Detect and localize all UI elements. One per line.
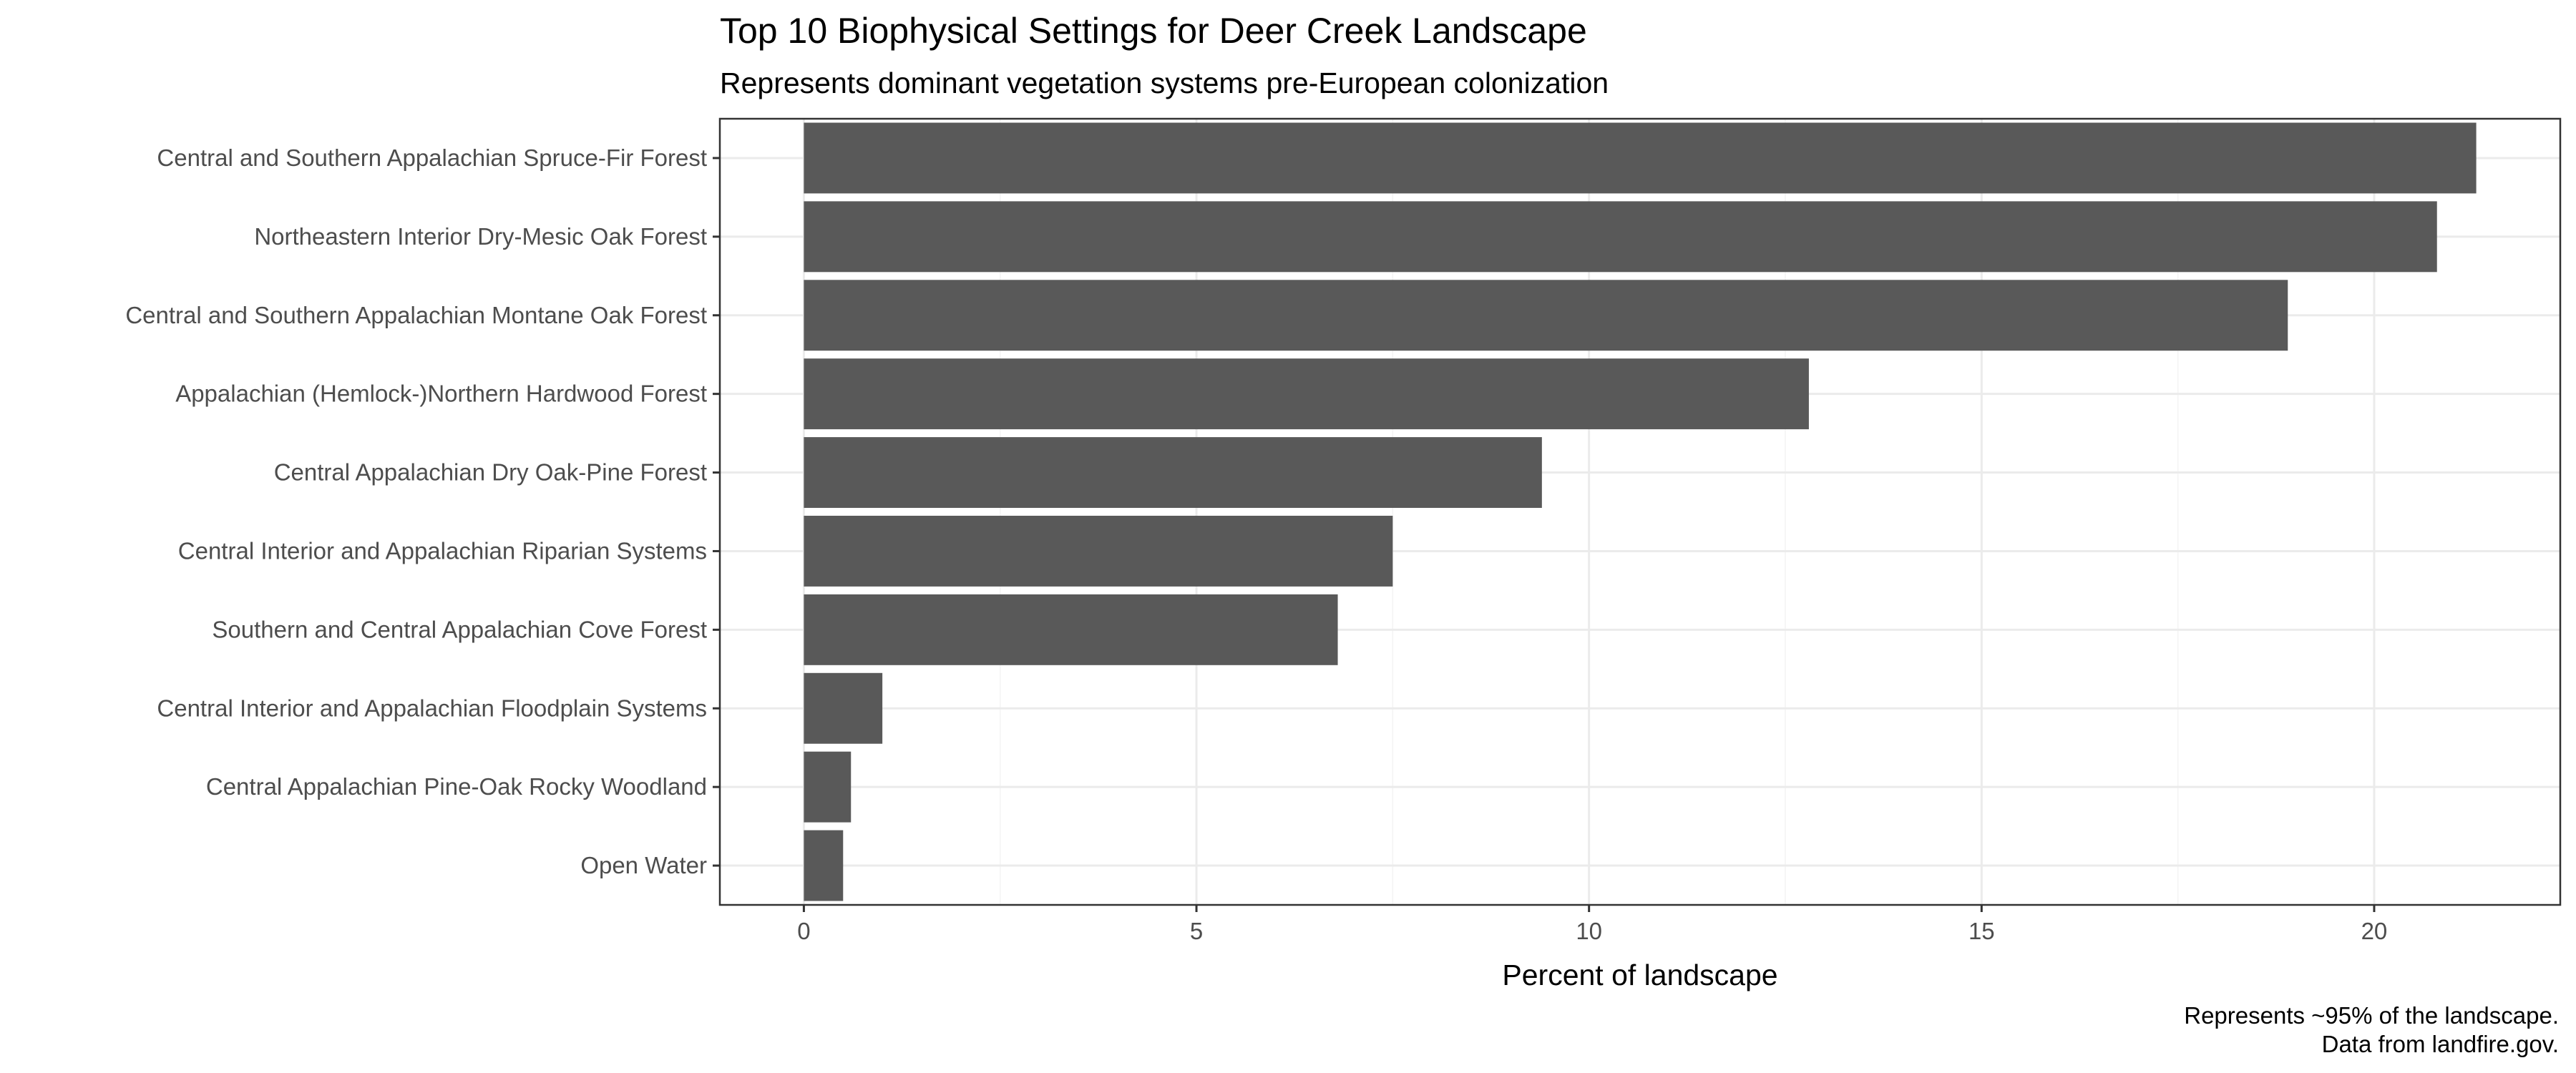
y-tick-label: Central Interior and Appalachian Floodpl… bbox=[157, 695, 707, 721]
x-tick-label: 0 bbox=[797, 918, 810, 944]
y-tick-label: Central and Southern Appalachian Montane… bbox=[125, 302, 707, 328]
x-axis: 0 5 10 15 20 bbox=[797, 905, 2387, 944]
bar bbox=[804, 437, 1542, 509]
bars bbox=[804, 122, 2477, 901]
y-tick-label: Southern and Central Appalachian Cove Fo… bbox=[212, 616, 707, 642]
bar bbox=[804, 122, 2477, 194]
bar bbox=[804, 358, 1809, 430]
y-tick-label: Northeastern Interior Dry-Mesic Oak Fore… bbox=[254, 223, 707, 250]
bar bbox=[804, 751, 852, 823]
bar bbox=[804, 201, 2437, 273]
bar bbox=[804, 280, 2288, 351]
y-tick-label: Central Interior and Appalachian Riparia… bbox=[178, 537, 707, 564]
panel-border bbox=[718, 117, 2562, 906]
bar bbox=[804, 830, 844, 901]
bar bbox=[804, 594, 1338, 665]
bar bbox=[804, 515, 1393, 587]
chart-title: Top 10 Biophysical Settings for Deer Cre… bbox=[720, 11, 1587, 51]
y-tick-label: Central Appalachian Dry Oak-Pine Forest bbox=[274, 459, 707, 486]
y-tick-label: Appalachian (Hemlock-)Northern Hardwood … bbox=[175, 381, 707, 407]
chart-subtitle: Represents dominant vegetation systems p… bbox=[720, 67, 1609, 99]
x-tick-label: 15 bbox=[1968, 918, 1995, 944]
y-axis: Central and Southern Appalachian Spruce-… bbox=[125, 144, 720, 878]
x-axis-title: Percent of landscape bbox=[1502, 959, 1777, 991]
bar bbox=[804, 672, 883, 744]
x-tick-label: 5 bbox=[1190, 918, 1203, 944]
x-tick-label: 10 bbox=[1576, 918, 1602, 944]
x-tick-label: 20 bbox=[2361, 918, 2388, 944]
y-tick-label: Open Water bbox=[580, 852, 707, 878]
y-tick-label: Central and Southern Appalachian Spruce-… bbox=[157, 144, 707, 171]
y-tick-label: Central Appalachian Pine-Oak Rocky Woodl… bbox=[206, 773, 707, 800]
caption-line-2: Data from landfire.gov. bbox=[2322, 1031, 2559, 1057]
caption-line-1: Represents ~95% of the landscape. bbox=[2184, 1002, 2559, 1029]
